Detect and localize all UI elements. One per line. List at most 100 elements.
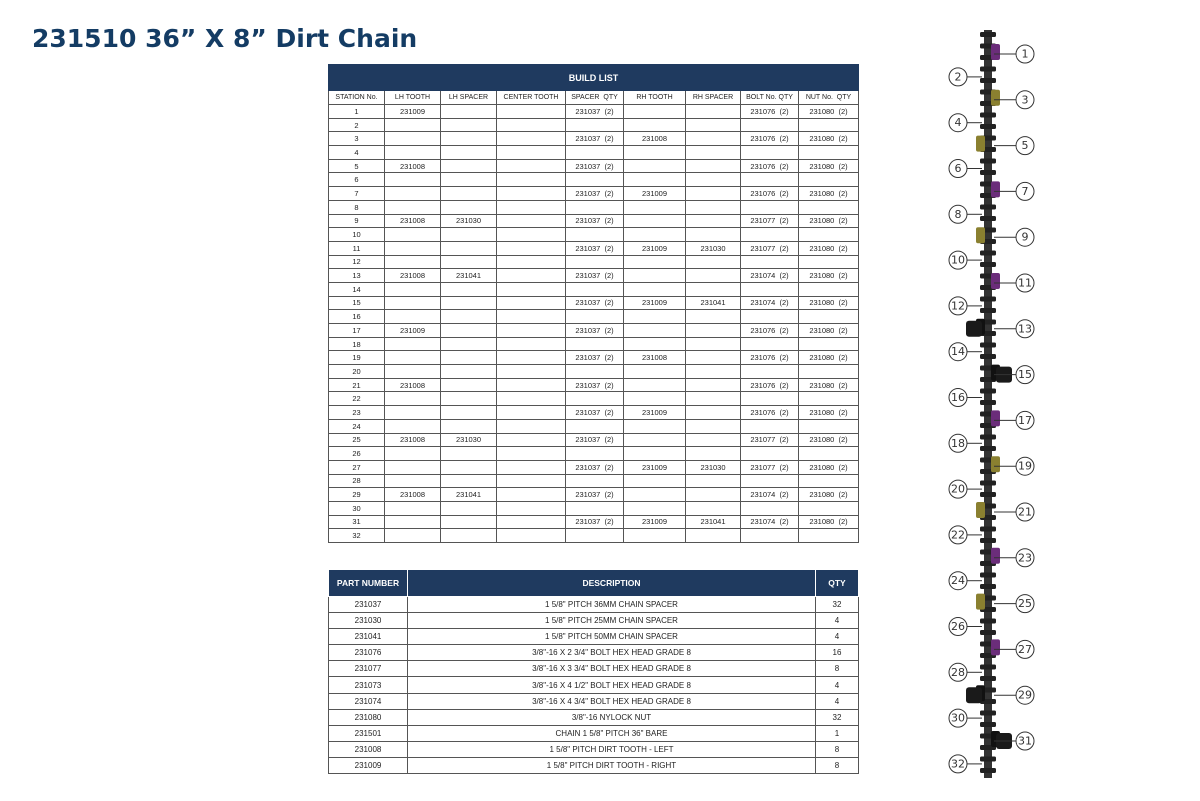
callout-circle — [1015, 548, 1035, 568]
table-cell — [623, 364, 686, 379]
table-cell: 15 — [328, 295, 385, 311]
table-cell — [685, 487, 741, 502]
callout-label: 22 — [951, 528, 965, 541]
table-cell: 231037 (2) — [565, 104, 624, 119]
callout-circle — [948, 662, 968, 682]
table-cell: 231037 (2) — [565, 432, 624, 448]
table-cell — [440, 281, 497, 297]
table-title: BUILD LIST — [327, 64, 860, 91]
table-row: 9 231008 231030 231037 (2) 231077 (2) 231080 … — [328, 213, 860, 229]
callout-circle — [948, 67, 968, 87]
table-cell — [685, 145, 741, 160]
table-cell: 231080 (2) — [797, 514, 860, 530]
table-cell: 32 — [815, 595, 859, 614]
table-cell — [384, 145, 441, 160]
table-cell: 231076 (2) — [740, 323, 799, 338]
chain-link — [980, 538, 996, 543]
table-cell — [740, 145, 799, 160]
table-row: 7 231037 (2) 231009 231076 (2) 231080 (2) — [328, 186, 860, 201]
table-cell: 231009 — [623, 295, 686, 311]
table-cell: 4 — [815, 612, 859, 630]
table-cell — [496, 240, 566, 256]
table-cell: 1 5/8" PITCH DIRT TOOTH - LEFT — [407, 740, 816, 758]
table-cell: 231008 — [384, 213, 441, 229]
table-cell — [797, 281, 860, 297]
table-cell: 3 — [328, 131, 385, 147]
table-cell — [496, 281, 566, 297]
table-cell — [384, 281, 441, 297]
table-cell: 231008 — [384, 432, 441, 448]
table-cell — [623, 528, 686, 543]
table-row: 8 — [328, 199, 860, 215]
callout-circle — [948, 250, 968, 270]
table-cell — [623, 254, 686, 270]
table-cell — [565, 364, 624, 379]
callout-label: 20 — [951, 483, 965, 496]
table-cell: 32 — [815, 708, 859, 726]
tooth — [976, 593, 985, 610]
table-cell: 32 — [328, 528, 385, 543]
table-cell: 1 5/8" PITCH 36MM CHAIN SPACER — [407, 595, 816, 614]
table-cell — [685, 213, 741, 229]
table-cell — [565, 500, 624, 516]
table-cell — [496, 364, 566, 379]
table-cell: 231076 (2) — [740, 104, 799, 119]
chain-link — [980, 446, 996, 451]
callout-label: 7 — [1022, 185, 1029, 198]
column-header: RH TOOTH — [623, 90, 686, 105]
table-cell: 231037 (2) — [565, 295, 624, 311]
table-row: 231073 3/8"-16 X 4 1/2" BOLT HEX HEAD GRA… — [328, 676, 859, 694]
table-cell — [496, 391, 566, 407]
table-cell — [384, 336, 441, 352]
table-cell — [565, 528, 624, 543]
table-cell: 18 — [328, 336, 385, 352]
table-cell — [496, 473, 566, 489]
table-cell: 231080 (2) — [797, 158, 860, 174]
table-row: 13 231008 231041 231037 (2) 231074 (2) 231080… — [328, 268, 860, 283]
table-cell — [496, 487, 566, 502]
table-cell: 16 — [815, 644, 859, 662]
callout-circle — [1015, 502, 1035, 522]
table-row: 14 — [328, 281, 860, 297]
callout-circle — [948, 754, 968, 774]
table-cell — [440, 186, 497, 201]
tooth — [991, 181, 1000, 198]
callout-circle — [948, 388, 968, 407]
table-cell: CHAIN 1 5/8" PITCH 36" BARE — [407, 724, 816, 742]
chain-link — [980, 216, 996, 221]
table-cell: 231080 (2) — [797, 240, 860, 256]
table-cell — [685, 405, 741, 420]
table-cell: 231076 (2) — [740, 186, 799, 201]
tooth — [991, 456, 1000, 473]
table-cell: 231077 — [328, 660, 408, 678]
table-cell — [685, 281, 741, 297]
table-row: 31 231037 (2) 231009 231041 231074 (2) 231080… — [328, 514, 860, 530]
table-cell — [565, 117, 624, 133]
table-cell: 231009 — [623, 514, 686, 530]
tooth — [991, 410, 1000, 427]
callout-label: 29 — [1018, 689, 1032, 702]
callout-circle — [948, 479, 968, 499]
table-cell: 231074 (2) — [740, 295, 799, 311]
table-cell — [384, 131, 441, 147]
table-cell: 231076 — [328, 644, 408, 662]
table-cell: 231037 (2) — [565, 323, 624, 338]
table-cell: 22 — [328, 391, 385, 407]
table-cell — [496, 199, 566, 215]
table-cell — [440, 323, 497, 338]
table-cell — [384, 405, 441, 420]
table-cell — [740, 117, 799, 133]
chain-link — [980, 112, 996, 118]
table-cell — [623, 117, 686, 133]
callout-label: 14 — [951, 345, 965, 358]
header-row: STATION No. LH TOOTH LH SPACER CENTER TOOTH… — [328, 90, 860, 105]
table-cell: 231077 (2) — [740, 213, 799, 229]
table-cell — [440, 131, 497, 147]
table-cell — [384, 254, 441, 270]
callout-label: 27 — [1018, 643, 1032, 656]
page-title: 231510 36” X 8” Dirt Chain — [32, 24, 418, 53]
table-cell — [685, 309, 741, 324]
table-cell — [797, 418, 860, 434]
table-cell: 30 — [328, 500, 385, 516]
table-cell — [685, 473, 741, 489]
